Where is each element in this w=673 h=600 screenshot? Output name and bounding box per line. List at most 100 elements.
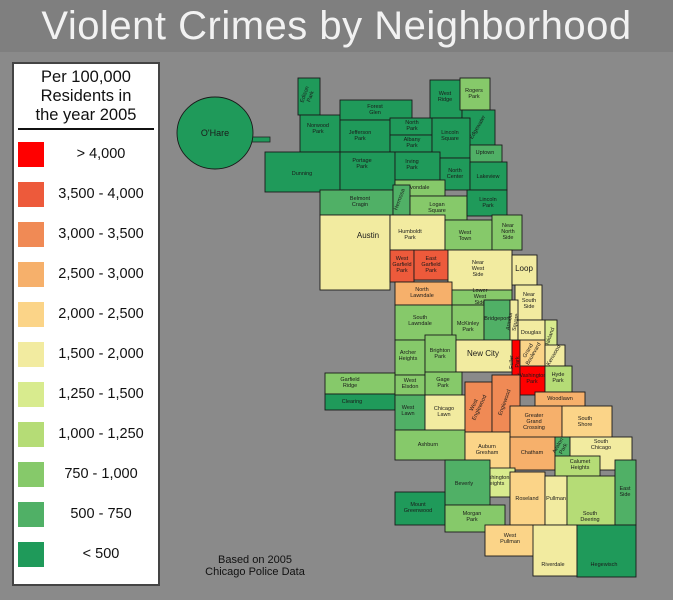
region-label-line: Garfield [392,262,411,268]
region-label-line: McKinley [457,321,480,327]
region-label-line: Deering [580,517,599,523]
legend-label: 500 - 750 [70,506,132,522]
region-shape [464,381,493,433]
region-label: West Pullman [500,533,520,545]
region-label-line: Park [354,136,366,142]
region-shape [509,405,563,441]
region-shape [264,151,341,193]
region-humboldt-park: Humboldt Park [389,214,446,251]
legend-heading: Per 100,000 Residents in the year 2005 [18,64,154,130]
region-label-line: Park [406,143,418,149]
region-label: Greater Grand Crossing [523,413,545,431]
region-label-line: Albany [404,137,421,143]
region-roseland: Roseland [509,471,546,526]
region-shape [429,79,463,119]
region-lincoln-park: Lincoln Park [466,189,508,217]
region-north-park: North Park [389,117,433,136]
region-lincoln-square: Lincoln Square [431,117,471,159]
region-label: Lower West Side [473,288,488,306]
map-title: Violent Crimes by Neighborhood [0,0,673,52]
region-label-line: Elsdon [402,384,419,390]
region-label-line: West [396,256,409,262]
region-label-line: Square [441,136,459,142]
region-near-south-side: Near South Side [514,284,543,321]
region-label-line: Side [472,272,483,278]
legend-heading-line: Residents in [40,87,132,105]
region-label-line: Lower [473,288,488,294]
region-west-elsdon: West Elsdon [394,374,426,396]
region-east-garfield-park: East Garfield Park [413,249,449,281]
region-beverly: Beverly [444,459,491,506]
region-shape [509,436,556,471]
region-label-line: Ridge [438,97,452,103]
region-label: Humboldt Park [398,229,422,241]
legend-label: 1,250 - 1,500 [58,386,144,402]
region-label-line: Park [558,442,569,455]
region-label-line: Side [523,304,534,310]
region-label-line: Washington [481,475,510,481]
region-label-line: North [448,168,461,174]
region-label-line: Park [462,327,474,333]
region-label-line: Shore [578,422,593,428]
region-label: Clearing [342,399,362,405]
region-label: Forest Glen [367,104,383,116]
region-archer-heights: Archer Heights [394,339,426,376]
region-chatham: Chatham [509,436,556,471]
region-woodlawn: Woodlawn [534,391,586,407]
region-label-line: West [469,398,480,412]
region-label-line: Humboldt [398,229,422,235]
region-label-line: Lawn [437,412,450,418]
region-shape [561,405,613,441]
region-label: West Ridge [438,91,452,103]
region-label-line: Park [466,517,478,523]
region-shape [431,117,471,159]
region-label-line: Park [552,378,564,384]
region-label-line: Center [447,174,464,180]
region-label: North Lawndale [410,287,434,299]
region-label-line: Garfield [340,377,359,383]
region-belmont-cragin: Belmont Cragin [319,189,394,216]
region-label: North Center [447,168,464,180]
region-label: Hegewisch [591,562,618,568]
region-shape [413,249,449,281]
region-label-line: Norwood [307,123,329,129]
region-shape [394,151,441,181]
legend-label: 750 - 1,000 [64,466,138,482]
region-label: Calumet Heights [570,459,591,471]
region-label-line: Greenwood [404,508,432,514]
region-shape [483,299,511,341]
source-note: Based on 2005 Chicago Police Data [190,554,320,578]
region-shape [576,524,637,578]
source-note-line: Based on 2005 [217,554,292,566]
legend-item: 1,250 - 1,500 [14,374,158,414]
region-label: Near North Side [501,223,514,241]
region-label-line: South [413,315,427,321]
region-label: Norwood Park [307,123,329,135]
region-east-side: East Side [614,459,637,526]
region-west-garfield-park: West Garfield Park [389,249,415,283]
region-label-line: Town [459,236,472,242]
region-label-line: Rogers [465,88,483,94]
legend-swatch [18,421,44,447]
region-label-line: West [439,91,452,97]
legend-item: < 500 [14,534,158,574]
region-label: Lakeview [477,174,500,180]
region-label-line: Pullman [500,539,520,545]
region-label: EdisonPark [299,86,316,106]
region-hermosa: Hermosa [392,184,411,216]
source-note-line: Chicago Police Data [205,566,305,578]
region-label: Logan Square [428,202,446,214]
region-grand-boulevard: GrandBoulevard [519,339,546,367]
region-o-hare: O'Hare [176,96,254,170]
region-label: O'Hare [201,128,229,138]
region-near-west-side: Near West Side [447,249,513,291]
legend-label: 2,500 - 3,000 [58,266,144,282]
region-north-lawndale: North Lawndale [394,281,453,306]
region-label: Chicago Lawn [434,406,454,418]
region-label: East Side [619,486,630,498]
legend-swatch [18,181,44,207]
region-washington-park: Washington Park [518,365,546,396]
region-label-line: Park [526,379,538,385]
region-label: Lincoln Square [441,130,459,142]
